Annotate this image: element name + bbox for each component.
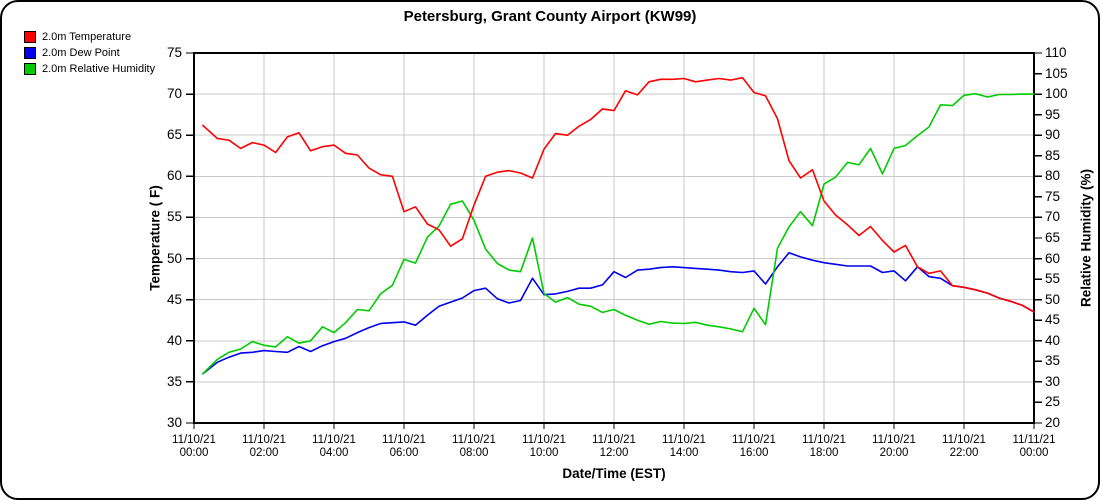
legend-item-temperature: 2.0m Temperature: [24, 29, 155, 44]
y-axis-tick-label-left: 60: [166, 168, 182, 184]
y-axis-tick-label-left: 50: [166, 250, 182, 266]
x-axis-tick-label: 11/10/21 04:00: [312, 434, 356, 459]
y-axis-tick-label-right: 35: [1045, 353, 1061, 369]
legend-swatch-relative-humidity-icon: [24, 62, 36, 75]
dew-point-line: [202, 252, 1035, 375]
legend: 2.0m Temperature 2.0m Dew Point 2.0m Rel…: [24, 29, 155, 77]
legend-label-dew-point: 2.0m Dew Point: [42, 46, 120, 59]
y-axis-tick-label-right: 20: [1045, 415, 1061, 430]
x-axis-label: Date/Time (EST): [562, 466, 666, 481]
y-axis-tick-label-left: 75: [166, 45, 182, 60]
x-axis-tick-label: 11/10/21 14:00: [662, 434, 706, 459]
legend-item-relative-humidity: 2.0m Relative Humidity: [24, 61, 155, 76]
x-axis-tick-label: 11/10/21 08:00: [452, 434, 496, 459]
chart-title: Petersburg, Grant County Airport (KW99): [403, 8, 697, 25]
x-axis-tick-label: 11/10/21 20:00: [872, 434, 916, 459]
legend-swatch-dew-point-icon: [24, 46, 36, 59]
y-axis-tick-label-right: 65: [1045, 230, 1061, 245]
legend-label-relative-humidity: 2.0m Relative Humidity: [42, 62, 156, 75]
y-axis-tick-label-right: 25: [1045, 394, 1061, 410]
y-axis-tick-label-right: 75: [1045, 188, 1061, 204]
legend-swatch-temperature-icon: [24, 30, 36, 43]
y-axis-tick-label-right: 55: [1045, 271, 1061, 287]
x-axis-tick-label: 11/10/21 00:00: [172, 434, 216, 459]
x-axis-tick-label: 11/10/21 10:00: [522, 434, 566, 459]
y-axis-tick-label-right: 110: [1045, 45, 1067, 60]
y-axis-tick-label-right: 70: [1045, 209, 1061, 225]
y-axis-tick-label-left: 45: [166, 291, 182, 307]
y-axis-tick-label-right: 95: [1045, 106, 1061, 122]
plot-border: [193, 52, 1035, 424]
y-axis-label-right: Relative Humidity (%): [1078, 168, 1094, 308]
y-axis-tick-label-right: 45: [1045, 312, 1061, 328]
y-axis-tick-label-right: 50: [1045, 291, 1061, 307]
legend-label-temperature: 2.0m Temperature: [42, 30, 132, 43]
temperature-line: [202, 76, 1035, 313]
y-axis-tick-label-right: 105: [1045, 65, 1068, 81]
relative-humidity-line: [202, 92, 1035, 375]
y-axis-tick-label-left: 35: [166, 373, 182, 389]
y-axis-tick-label-left: 65: [166, 127, 182, 143]
y-axis-tick-label-right: 40: [1045, 332, 1061, 348]
x-axis-tick-label: 11/11/21 00:00: [1012, 434, 1056, 459]
y-axis-label-left: Temperature ( F): [147, 185, 163, 291]
x-axis-tick-label: 11/10/21 06:00: [382, 434, 426, 459]
legend-item-dew-point: 2.0m Dew Point: [24, 45, 155, 60]
y-axis-tick-label-left: 40: [166, 332, 182, 348]
y-axis-tick-label-left: 30: [166, 415, 182, 430]
y-axis-tick-label-right: 80: [1045, 168, 1061, 184]
y-axis-tick-label-right: 90: [1045, 127, 1061, 143]
y-axis-tick-label-right: 100: [1045, 86, 1068, 102]
x-axis-tick-label: 11/10/21 02:00: [242, 434, 286, 459]
x-axis-tick-label: 11/10/21 12:00: [592, 434, 636, 459]
x-axis-tick-label: 11/10/21 16:00: [732, 434, 776, 459]
y-axis-tick-label-left: 55: [166, 209, 182, 225]
y-axis-tick-label-right: 85: [1045, 147, 1061, 163]
x-axis-tick-label: 11/10/21 18:00: [802, 434, 846, 459]
y-axis-tick-label-right: 30: [1045, 373, 1061, 389]
x-axis-tick-label: 11/10/21 22:00: [942, 434, 986, 459]
y-axis-tick-label-right: 60: [1045, 250, 1061, 266]
y-axis-tick-label-left: 70: [166, 86, 182, 102]
